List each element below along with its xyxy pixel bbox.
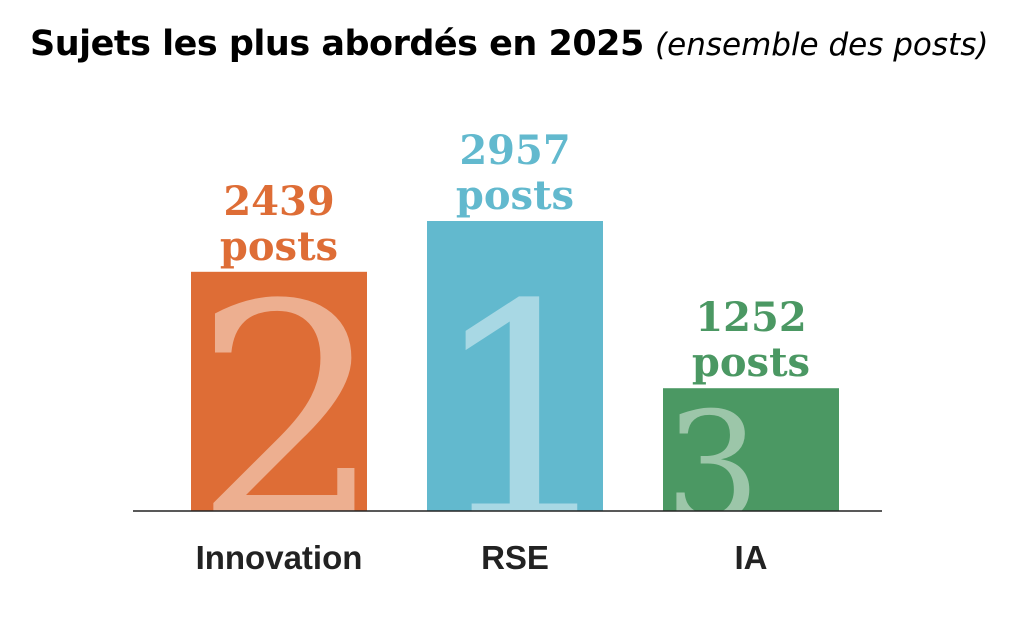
chart-title-subtitle: (ensemble des posts): [655, 27, 989, 63]
data-label-unit: posts: [692, 339, 810, 386]
data-label-value: 2957: [459, 127, 570, 174]
bar-ia: [663, 388, 839, 511]
data-label-unit: posts: [456, 172, 574, 219]
bar-rse: [427, 221, 603, 511]
category-label: RSE: [481, 539, 549, 576]
rank-number: 3: [665, 381, 760, 555]
data-label-unit: posts: [220, 223, 338, 270]
category-label: IA: [735, 539, 768, 576]
category-label: Innovation: [196, 539, 363, 576]
chart-title-main: Sujets les plus abordés en 2025: [30, 24, 644, 64]
rank-number: 1: [429, 241, 620, 590]
data-label-value: 1252: [695, 294, 806, 341]
bar-innovation: [191, 271, 367, 511]
chart-title: Sujets les plus abordés en 2025 (ensembl…: [30, 22, 1010, 67]
rank-number: 2: [193, 241, 384, 590]
data-label-value: 2439: [223, 178, 334, 225]
